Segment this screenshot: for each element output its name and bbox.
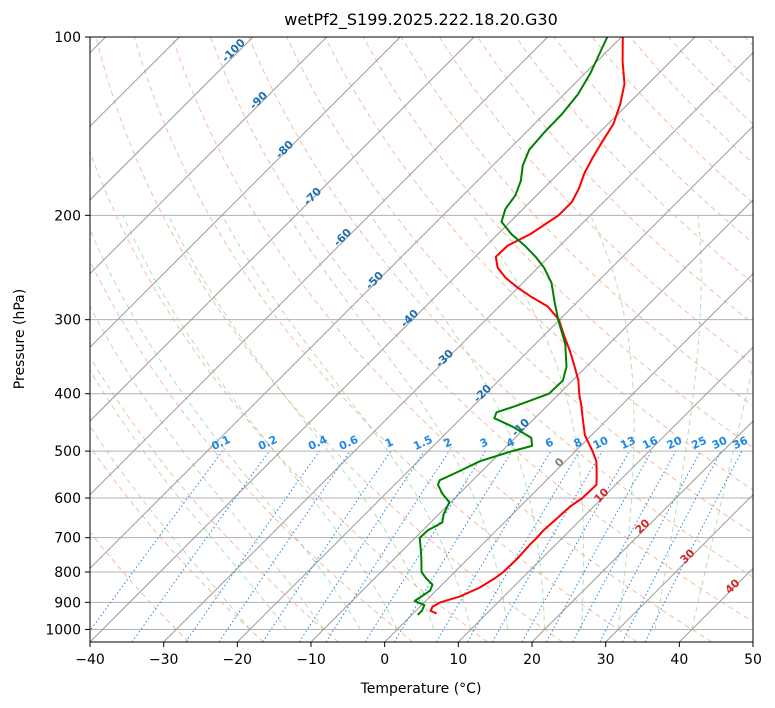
dry-adiabat [438,37,753,366]
mixing-ratio-line [545,450,653,642]
chart-title: wetPf2_S199.2025.222.18.20.G30 [284,10,558,30]
y-tick-label: 1000 [45,622,81,638]
x-tick-label: −10 [296,652,326,668]
x-axis: −40 −30 −20 −10 0 10 20 30 40 50 [75,642,762,668]
isotherm [90,37,622,570]
y-tick-label: 500 [54,444,81,460]
mixing-ratio-label: 25 [689,434,708,452]
x-tick-label: −40 [75,652,105,668]
mixing-ratio-line [325,450,450,642]
mixing-ratio-line [262,450,392,642]
dry-adiabat [515,37,753,284]
dry-adiabat [90,356,339,642]
moist-adiabat [691,363,753,630]
mixing-ratio-label: 36 [731,434,751,452]
moist-adiabat [654,215,702,630]
mixing-ratio-line [90,450,223,632]
dry-adiabat [95,37,563,642]
mixing-ratio-label: 16 [640,434,660,452]
x-tick-label: 20 [523,652,541,668]
x-tick-label: 30 [597,652,615,668]
profile-series [413,37,626,616]
mixing-ratio-line [185,450,320,642]
x-tick-label: 40 [670,652,688,668]
moist-adiabat [589,215,635,630]
dry-adiabat [210,37,753,623]
isotherm [90,37,328,275]
moist-adiabat [472,215,585,630]
grid-lines [90,37,753,642]
y-tick-label: 200 [54,208,81,224]
y-tick-label: 100 [54,30,81,46]
mixing-ratio-line [131,450,270,642]
mixing-ratio-line [572,450,677,642]
dry-adiabat [90,150,488,642]
isotherm [384,272,753,642]
mixing-ratio-line [298,450,425,642]
dry-adiabat [133,37,638,642]
mixing-ratio-label: 10 [591,434,611,452]
isotherm [531,420,753,642]
isotherm [310,199,753,642]
y-axis-label: Pressure (hPa) [12,289,28,389]
y-axis: 100 200 300 400 500 600 700 800 900 1000 [45,30,90,638]
mixing-ratio-label: 13 [618,434,637,452]
dry-adiabat [90,531,190,642]
temperature-line [429,37,626,615]
isotherm [90,37,254,201]
isotherm [90,37,401,349]
x-tick-label: 10 [449,652,467,668]
isotherm [90,37,475,422]
isotherm [236,125,753,642]
dry-adiabat [171,37,712,642]
mixing-ratio-line [218,450,351,642]
mixing-ratio-line [521,450,630,642]
isotherm [457,346,753,642]
mixing-ratio-lines [90,450,743,642]
y-tick-label: 800 [54,565,81,581]
isotherm [90,37,549,496]
moist-adiabat [167,215,435,630]
isotherm [163,51,753,642]
moist-adiabat [370,215,546,630]
dry-adiabat [400,37,753,407]
mixing-ratio-label: 20 [665,434,685,452]
x-tick-label: −20 [223,652,253,668]
y-tick-label: 600 [54,491,81,507]
moist-adiabat [90,305,325,630]
y-tick-label: 400 [54,387,81,403]
y-tick-label: 300 [54,313,81,329]
mixing-ratio-line [393,450,513,642]
mixing-ratio-line [644,450,743,642]
x-tick-label: 0 [380,652,389,668]
mixing-ratio-label: 30 [710,434,730,452]
dry-adiabat [90,445,264,642]
y-tick-label: 700 [54,531,81,547]
moist-adiabat [90,425,251,630]
x-tick-label: 50 [744,652,762,668]
x-tick-label: −30 [149,652,179,668]
x-axis-label: Temperature (°C) [360,681,482,697]
y-tick-label: 900 [54,595,81,611]
plot-frame [89,36,754,643]
isotherm [90,37,696,642]
isotherm [605,493,753,642]
moist-adiabat [90,369,288,630]
dewpoint-line [413,37,609,616]
moist-adiabat [221,215,472,630]
dry-adiabat [248,37,753,578]
